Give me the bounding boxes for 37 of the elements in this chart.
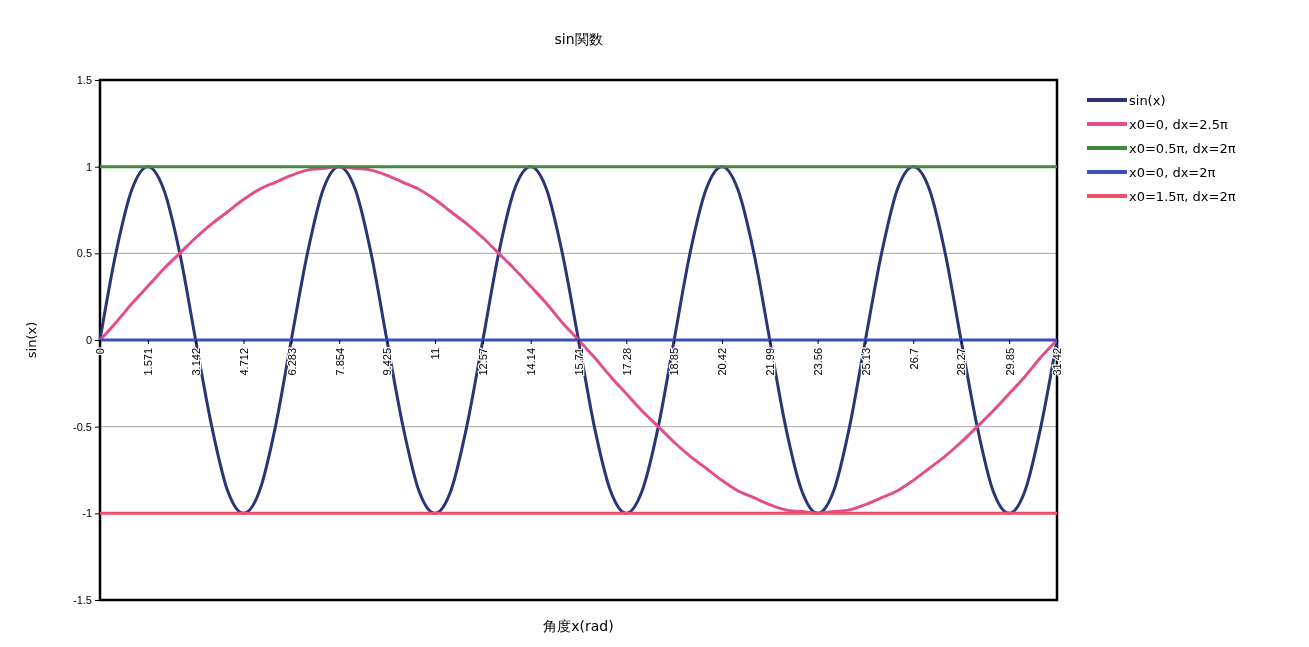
x-axis-title: 角度x(rad)	[543, 618, 614, 634]
legend-label: x0=0, dx=2.5π	[1129, 117, 1228, 132]
x-tick-label: 0	[94, 348, 107, 355]
y-tick-label: 1.5	[76, 74, 92, 87]
x-tick-label: 11	[429, 348, 442, 360]
line-series	[98, 165, 1059, 515]
x-tick-label: 4.712	[237, 348, 250, 376]
x-tick-label: 18.85	[668, 348, 681, 376]
x-tick-label: 21.99	[764, 348, 777, 376]
x-tick-label: 9.425	[381, 348, 394, 376]
x-tick-label: 15.71	[572, 348, 585, 376]
x-tick-label: 17.28	[620, 348, 633, 376]
x-tick-label: 6.283	[285, 348, 298, 376]
legend-label: sin(x)	[1129, 93, 1166, 108]
y-tick-label: -1.5	[73, 594, 92, 607]
x-tick-label: 1.571	[142, 348, 155, 376]
x-tick-label: 3.142	[190, 348, 203, 376]
x-tick-label: 12.57	[477, 348, 490, 376]
y-tick-label: 1	[85, 160, 92, 173]
x-tick-label: 7.854	[333, 348, 346, 376]
y-tick-label: -0.5	[73, 420, 92, 433]
legend-label: x0=0.5π, dx=2π	[1129, 141, 1236, 156]
x-tick-label: 25.13	[859, 348, 872, 376]
chart-title: sin関数	[554, 31, 603, 47]
y-axis-title: sin(x)	[24, 321, 39, 359]
legend-label: x0=0, dx=2π	[1129, 165, 1216, 180]
x-tick-label: 31.42	[1051, 348, 1064, 376]
x-tick-label: 29.85	[1003, 348, 1016, 376]
x-tick-label: 14.14	[525, 348, 538, 376]
x-tick-label: 26.7	[907, 348, 920, 370]
legend-label: x0=1.5π, dx=2π	[1129, 189, 1236, 204]
x-tick-label: 28.27	[955, 348, 968, 376]
x-tick-label: 23.56	[811, 348, 824, 376]
y-tick-label: 0	[85, 334, 92, 347]
x-tick-label: 20.42	[716, 348, 729, 376]
y-tick-label: 0.5	[76, 247, 92, 260]
y-tick-label: -1	[82, 507, 92, 520]
